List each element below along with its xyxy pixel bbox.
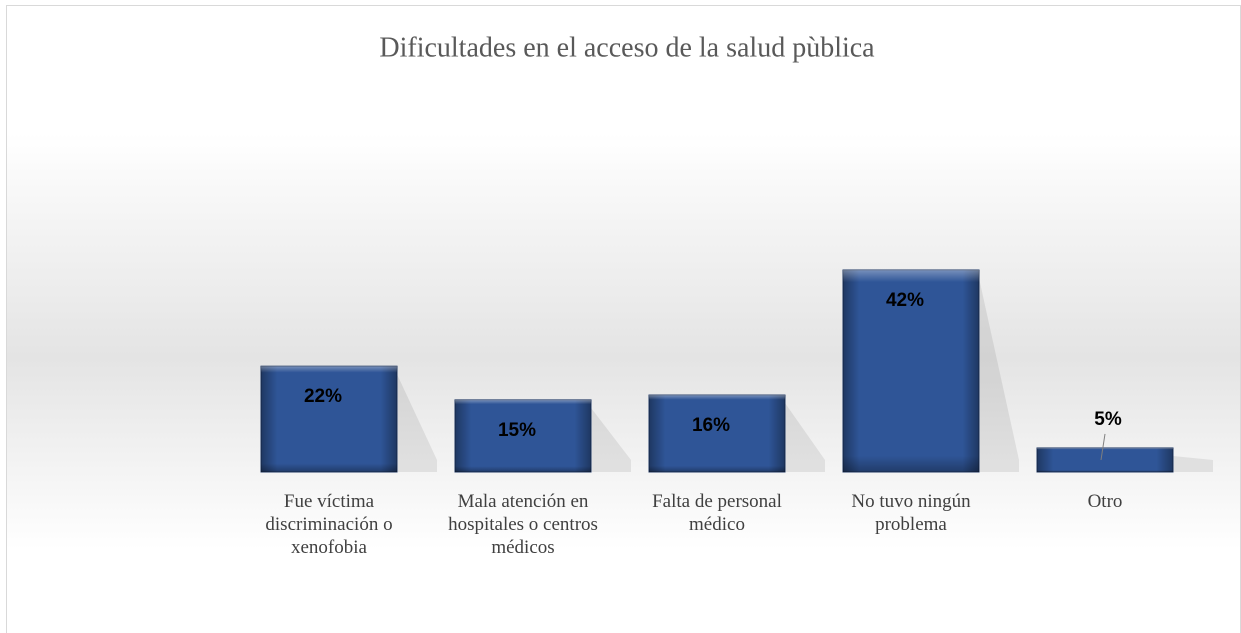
- bar-bevel: [843, 270, 979, 472]
- bar-shadow: [591, 407, 631, 472]
- bar-bevel: [455, 399, 591, 472]
- bar-shadow: [979, 278, 1019, 472]
- x-tick-label: Otro: [1087, 491, 1123, 512]
- chart-title: Dificultades en el acceso de la salud pù…: [379, 32, 875, 63]
- data-label: 16%: [692, 415, 730, 436]
- x-tick-label: No tuvo ningún problema: [851, 491, 971, 535]
- bar-shadow: [397, 374, 437, 472]
- bar-shadow: [1173, 455, 1213, 472]
- chart-frame: [6, 5, 1241, 633]
- x-tick-label: Fue víctima discriminación o xenofobia: [265, 491, 393, 558]
- x-tick-label: Mala atención en hospitales o centros mé…: [448, 491, 598, 558]
- bar-shadow: [785, 403, 825, 472]
- data-label: 42%: [886, 290, 924, 311]
- bar-bevel: [261, 366, 397, 472]
- data-label: 5%: [1094, 409, 1122, 430]
- bar-bevel: [649, 395, 785, 472]
- x-tick-label: Falta de personal médico: [652, 491, 782, 535]
- bar-bevel: [1037, 447, 1173, 472]
- data-label: 22%: [304, 386, 342, 407]
- leader-line: [1100, 433, 1106, 461]
- data-label: 15%: [498, 420, 536, 441]
